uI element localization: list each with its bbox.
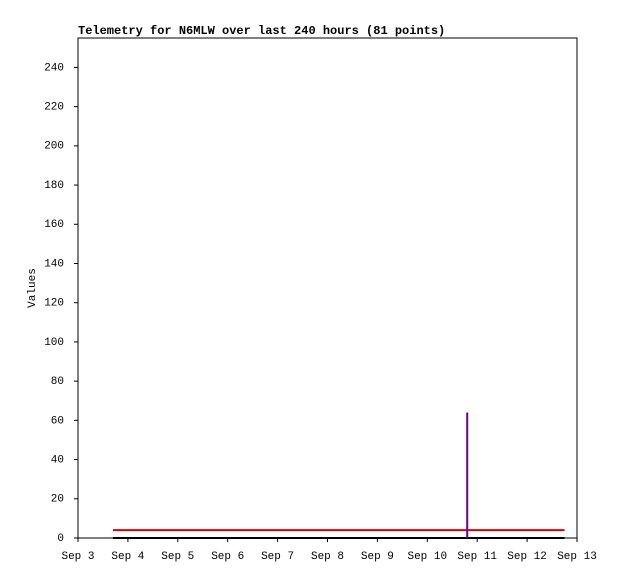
chart-title: Telemetry for N6MLW over last 240 hours … bbox=[78, 24, 445, 38]
y-tick-label: 120 bbox=[44, 298, 64, 310]
y-tick-label: 240 bbox=[44, 62, 64, 74]
x-tick-label: Sep 8 bbox=[311, 551, 344, 563]
y-tick-label: 0 bbox=[57, 533, 64, 545]
y-tick-label: 200 bbox=[44, 141, 64, 153]
y-tick-label: 140 bbox=[44, 258, 64, 270]
x-tick-label: Sep 10 bbox=[407, 551, 447, 563]
x-tick-label: Sep 3 bbox=[61, 551, 94, 563]
y-tick-label: 40 bbox=[51, 454, 64, 466]
plot-frame bbox=[77, 37, 578, 539]
x-tick-label: Sep 4 bbox=[111, 551, 144, 563]
x-tick-label: Sep 12 bbox=[507, 551, 547, 563]
y-tick-label: 100 bbox=[44, 337, 64, 349]
y-tick-label: 180 bbox=[44, 180, 64, 192]
x-tick-label: Sep 13 bbox=[557, 551, 597, 563]
y-tick-label: 80 bbox=[51, 376, 64, 388]
y-tick-label: 160 bbox=[44, 219, 64, 231]
y-tick-label: 220 bbox=[44, 102, 64, 114]
x-tick-label: Sep 6 bbox=[211, 551, 244, 563]
y-tick-label: 20 bbox=[51, 494, 64, 506]
x-tick-label: Sep 7 bbox=[261, 551, 294, 563]
x-tick-label: Sep 9 bbox=[361, 551, 394, 563]
y-axis-label: Values bbox=[27, 268, 39, 308]
x-tick-label: Sep 11 bbox=[457, 551, 497, 563]
y-tick-label: 60 bbox=[51, 415, 64, 427]
x-tick-label: Sep 5 bbox=[161, 551, 194, 563]
